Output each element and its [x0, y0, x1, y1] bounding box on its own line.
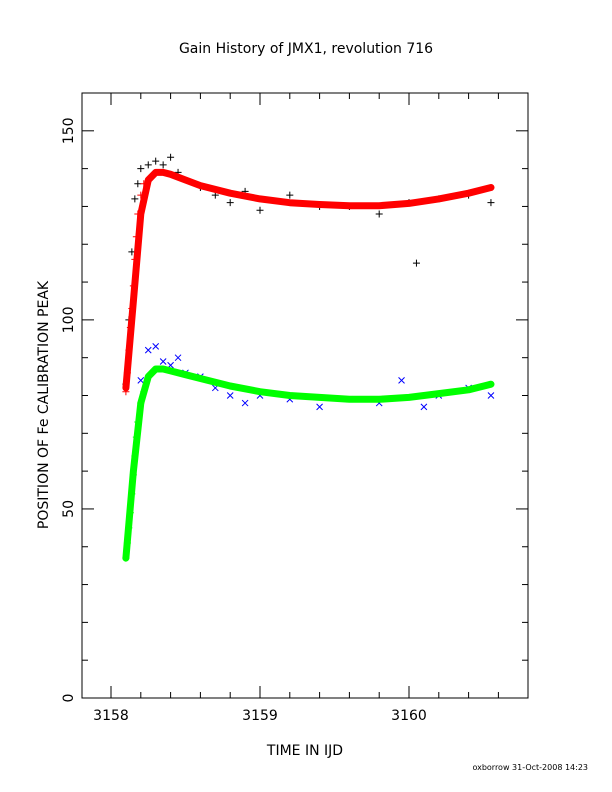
data-point-plus: [137, 191, 145, 199]
data-point-plus: [123, 539, 131, 547]
data-point-plus: [129, 282, 137, 290]
data-point-plus: [131, 255, 139, 263]
axis-layer: 0 50 100 150 3158 3159 3160: [61, 92, 528, 724]
data-point-plus: [137, 165, 145, 173]
data-point-plus: [134, 418, 142, 426]
y-axis-label: POSITION OF Fe CALIBRATION PEAK: [36, 280, 52, 529]
data-point-plus: [256, 206, 264, 214]
data-point-plus: [159, 161, 167, 169]
series-layer: [122, 153, 495, 562]
data-point-x: [159, 358, 167, 365]
y-tick-label: 100: [61, 307, 77, 334]
fit-curve-line: [122, 365, 495, 562]
data-point-plus: [126, 323, 134, 331]
data-point-plus: [129, 471, 137, 479]
data-point-x: [152, 342, 160, 350]
data-point-plus: [134, 180, 142, 188]
y-tick-label: 0: [61, 694, 77, 703]
data-point-plus: [487, 199, 495, 207]
data-point-x: [420, 403, 428, 411]
data-point-plus: [226, 199, 234, 207]
data-point-plus: [125, 524, 133, 532]
series-0: [122, 153, 495, 388]
data-point-x: [174, 354, 182, 362]
series-5: [122, 388, 148, 562]
data-point-x: [316, 403, 323, 411]
data-point-plus: [122, 554, 130, 562]
data-point-plus: [152, 157, 160, 165]
series-2: [122, 168, 495, 392]
x-tick-label: 3159: [242, 708, 278, 724]
y-tick-label: 150: [61, 117, 77, 144]
x-tick-label: 3160: [391, 708, 427, 724]
data-point-plus: [128, 305, 136, 313]
data-point-plus: [140, 180, 148, 188]
chart-title: Gain History of JMX1, revolution 716: [179, 41, 433, 57]
data-point-plus: [412, 259, 420, 267]
data-point-x: [241, 399, 249, 407]
data-point-plus: [122, 388, 130, 396]
footer-credit: oxborrow 31-Oct-2008 14:23: [472, 763, 588, 772]
data-point-plus: [131, 195, 139, 203]
data-point-plus: [131, 452, 139, 460]
series-4: [122, 180, 148, 396]
fit-curve-line: [122, 168, 495, 392]
series-3: [122, 365, 495, 562]
data-point-x: [226, 392, 234, 399]
y-tick-label: 50: [61, 500, 77, 518]
data-point-x: [398, 377, 405, 384]
data-point-plus: [125, 346, 133, 354]
data-point-plus: [132, 233, 140, 241]
data-point-plus: [375, 210, 383, 218]
data-point-plus: [134, 210, 142, 218]
data-point-plus: [286, 191, 294, 199]
data-point-x: [137, 377, 145, 384]
data-point-plus: [126, 509, 134, 517]
data-point-plus: [140, 388, 148, 396]
data-point-x: [487, 392, 495, 399]
data-point-plus: [137, 399, 145, 407]
data-point-x: [144, 346, 152, 354]
data-point-plus: [123, 369, 131, 377]
x-axis-label: TIME IN IJD: [266, 743, 343, 759]
data-point-plus: [132, 433, 140, 441]
data-point-plus: [128, 490, 136, 498]
x-tick-label: 3158: [93, 708, 129, 724]
data-point-plus: [144, 161, 152, 169]
data-point-plus: [167, 153, 175, 161]
